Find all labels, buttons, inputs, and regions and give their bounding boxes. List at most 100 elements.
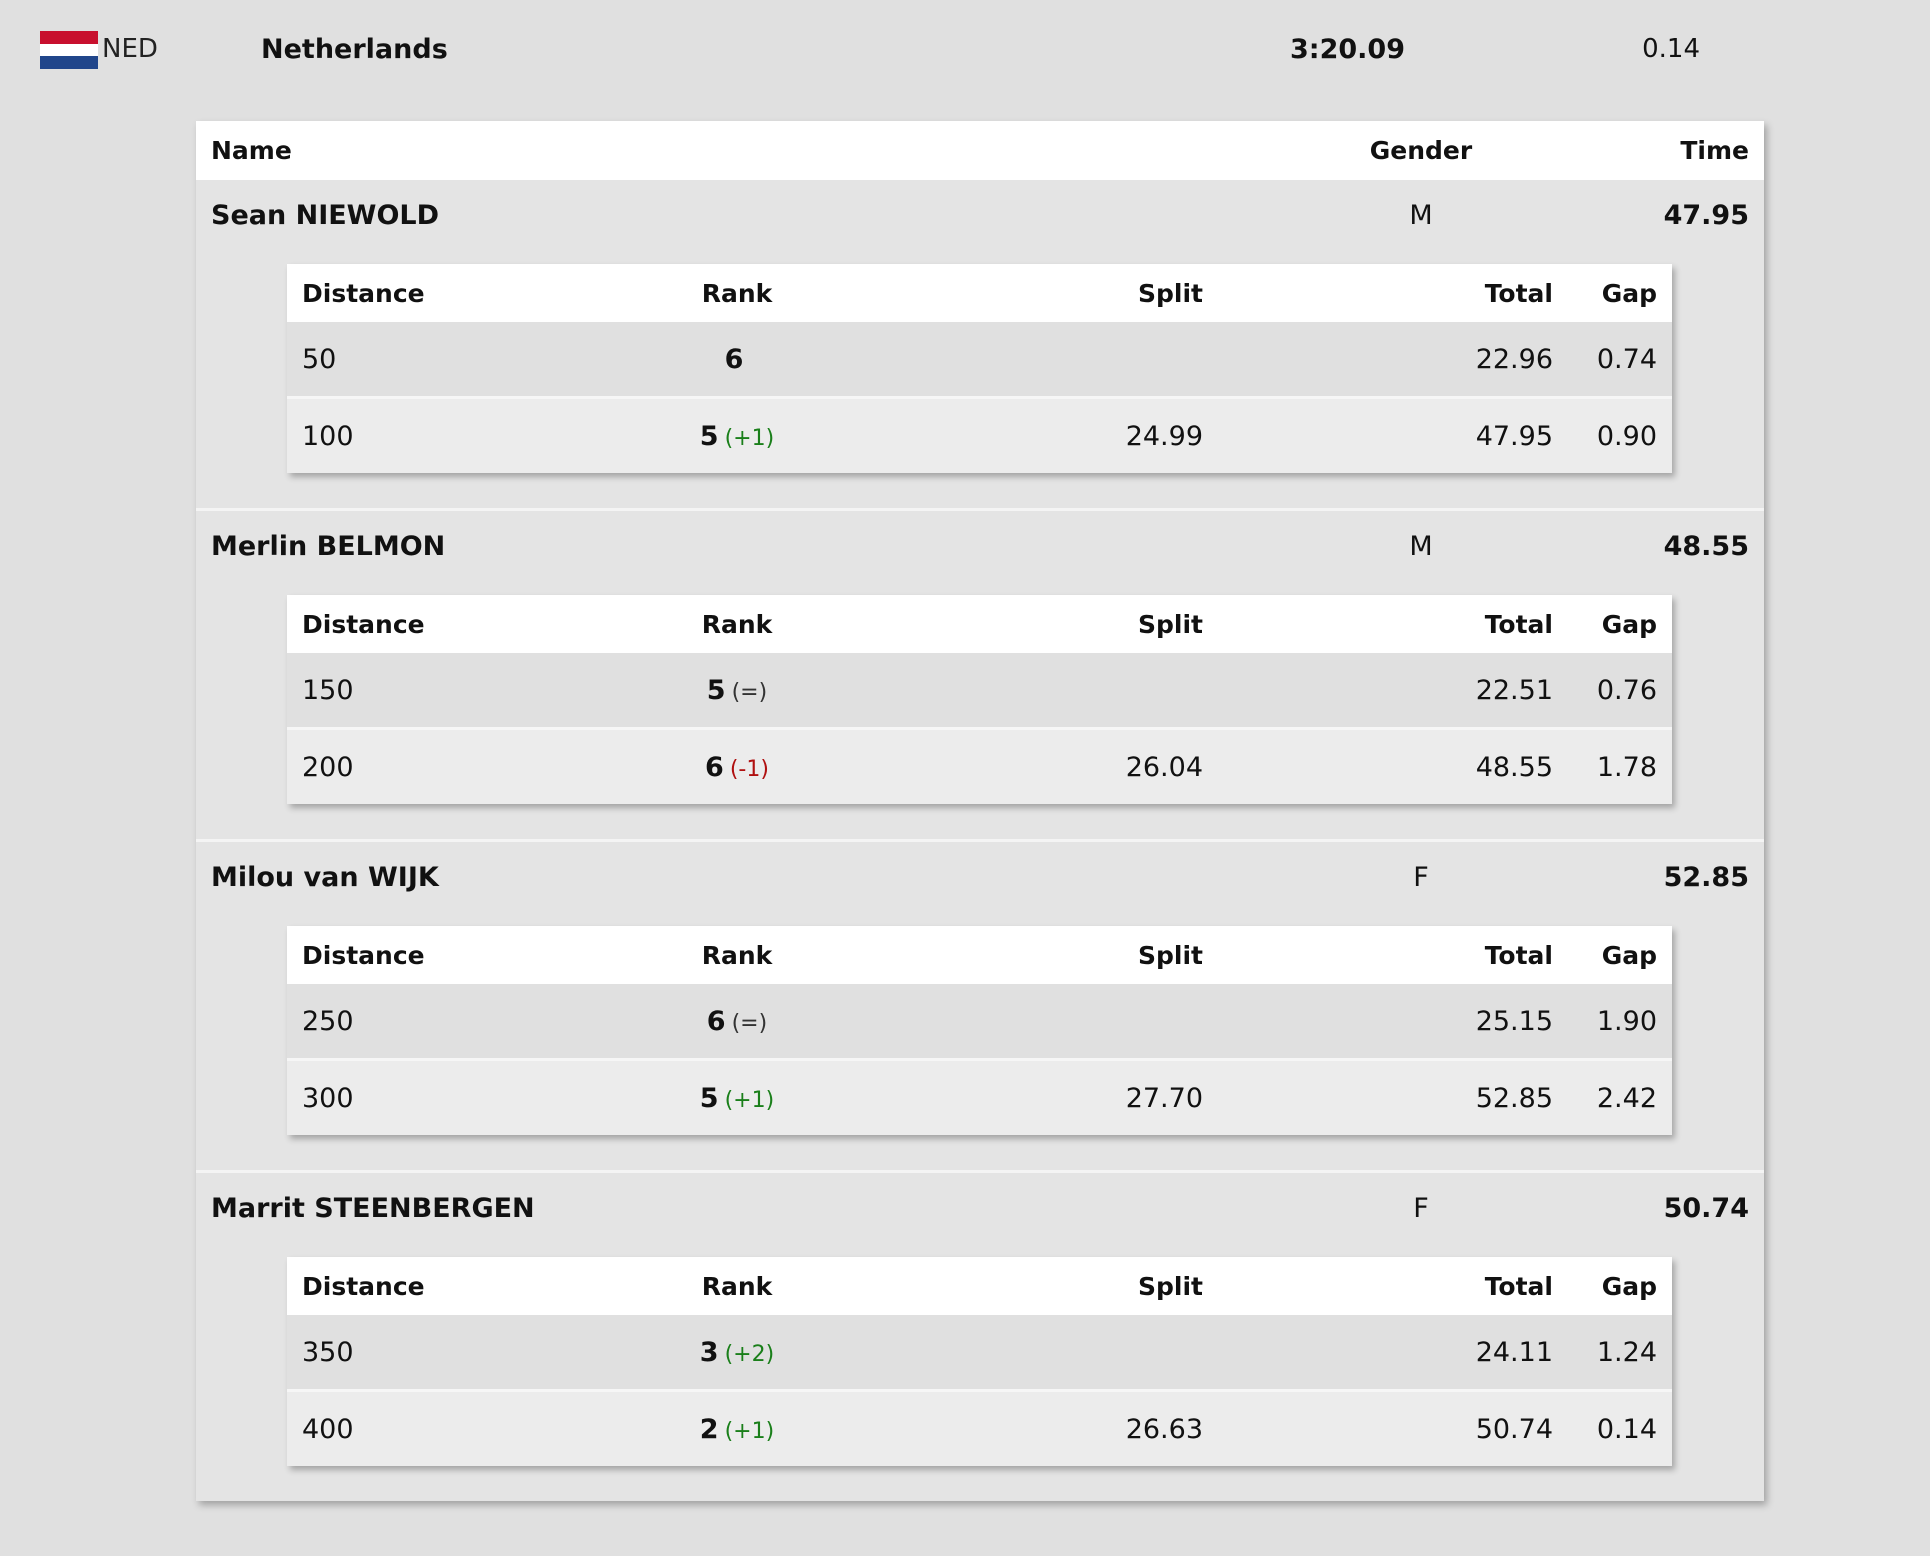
- split-distance: 100: [302, 421, 354, 452]
- rank-number: 5: [699, 1083, 719, 1114]
- split-time: 27.70: [1125, 1083, 1203, 1114]
- split-total: 47.95: [1475, 421, 1553, 452]
- rank-change: (+1): [724, 426, 775, 451]
- team-time: 3:20.09: [1290, 34, 1405, 65]
- split-row: 50 6 22.96 0.74: [287, 322, 1672, 399]
- rank-number: 5: [706, 675, 726, 706]
- rank-number: 6: [705, 752, 724, 783]
- rank-number: 6: [724, 344, 744, 375]
- split-total: 50.74: [1475, 1414, 1553, 1445]
- split-total: 25.15: [1475, 1006, 1553, 1037]
- team-name: Netherlands: [261, 34, 448, 65]
- rank-number: 5: [699, 421, 719, 452]
- split-distance: 50: [302, 344, 337, 375]
- athlete-time: 48.55: [1663, 531, 1749, 562]
- column-header-distance: Distance: [302, 941, 425, 970]
- column-header-rank: Rank: [701, 279, 773, 308]
- split-time: 24.99: [1125, 421, 1203, 452]
- column-header-split: Split: [1138, 279, 1203, 308]
- split-total: 22.51: [1475, 675, 1553, 706]
- splits-table: Distance Rank Split Total Gap 50 6 22.96…: [287, 264, 1672, 473]
- split-distance: 200: [302, 752, 354, 783]
- split-row: 350 3 (+2) 24.11 1.24: [287, 1315, 1672, 1392]
- split-gap: 0.76: [1596, 675, 1657, 706]
- athlete-row: Sean NIEWOLD M 47.95 Distance Rank Split…: [196, 180, 1764, 508]
- column-header-total: Total: [1484, 1272, 1553, 1301]
- split-rank: 6 (-1): [587, 752, 887, 783]
- split-total: 48.55: [1475, 752, 1553, 783]
- column-header-gap: Gap: [1601, 279, 1657, 308]
- athlete-summary: Marrit STEENBERGEN F 50.74: [196, 1173, 1764, 1253]
- split-rank: 6 (=): [587, 1006, 887, 1037]
- split-distance: 150: [302, 675, 354, 706]
- split-total: 52.85: [1475, 1083, 1553, 1114]
- column-header-distance: Distance: [302, 279, 425, 308]
- column-header-rank: Rank: [701, 1272, 773, 1301]
- athlete-row: Merlin BELMON M 48.55 Distance Rank Spli…: [196, 508, 1764, 839]
- split-gap: 0.14: [1596, 1414, 1657, 1445]
- relay-details-card: Name Gender Time Sean NIEWOLD M 47.95 Di…: [196, 121, 1764, 1501]
- rank-number: 2: [699, 1414, 719, 1445]
- splits-table-header: Distance Rank Split Total Gap: [287, 595, 1672, 653]
- split-row: 300 5 (+1) 27.70 52.85 2.42: [287, 1061, 1672, 1135]
- split-distance: 300: [302, 1083, 354, 1114]
- athlete-gender: F: [1413, 862, 1429, 893]
- rank-change: (+1): [724, 1088, 775, 1113]
- splits-table: Distance Rank Split Total Gap 350 3 (+2) …: [287, 1257, 1672, 1466]
- split-total: 22.96: [1475, 344, 1553, 375]
- rank-change: (+1): [724, 1419, 775, 1444]
- athlete-name: Merlin BELMON: [211, 531, 446, 562]
- netherlands-flag-icon: [40, 31, 98, 70]
- athlete-gender: M: [1409, 531, 1433, 562]
- team-code: NED: [102, 34, 158, 64]
- column-header-rank: Rank: [701, 941, 773, 970]
- athlete-time: 47.95: [1663, 200, 1749, 231]
- split-row: 100 5 (+1) 24.99 47.95 0.90: [287, 399, 1672, 473]
- athlete-gender: F: [1413, 1193, 1429, 1224]
- split-row: 250 6 (=) 25.15 1.90: [287, 984, 1672, 1061]
- split-time: 26.63: [1125, 1414, 1203, 1445]
- split-rank: 2 (+1): [587, 1414, 887, 1445]
- split-rank: 5 (+1): [587, 421, 887, 452]
- rank-change: (+2): [724, 1342, 775, 1367]
- split-total: 24.11: [1475, 1337, 1553, 1368]
- column-header-total: Total: [1484, 941, 1553, 970]
- athlete-name: Milou van WIJK: [211, 862, 439, 893]
- split-rank: 6: [587, 344, 887, 375]
- column-header-split: Split: [1138, 1272, 1203, 1301]
- team-header: NED Netherlands 3:20.09 0.14: [0, 0, 1930, 100]
- split-distance: 350: [302, 1337, 354, 1368]
- rank-change: (=): [731, 680, 768, 705]
- column-header-total: Total: [1484, 279, 1553, 308]
- rank-change: (=): [731, 1011, 768, 1036]
- column-header-gender: Gender: [1369, 136, 1473, 165]
- split-gap: 1.24: [1596, 1337, 1657, 1368]
- split-gap: 1.78: [1596, 752, 1657, 783]
- athlete-name: Marrit STEENBERGEN: [211, 1193, 535, 1224]
- splits-table-header: Distance Rank Split Total Gap: [287, 1257, 1672, 1315]
- rank-change: (-1): [729, 757, 769, 782]
- split-time: 26.04: [1125, 752, 1203, 783]
- splits-table-header: Distance Rank Split Total Gap: [287, 926, 1672, 984]
- athlete-row: Milou van WIJK F 52.85 Distance Rank Spl…: [196, 839, 1764, 1170]
- split-rank: 3 (+2): [587, 1337, 887, 1368]
- athlete-gender: M: [1409, 200, 1433, 231]
- split-row: 400 2 (+1) 26.63 50.74 0.14: [287, 1392, 1672, 1466]
- column-header-gap: Gap: [1601, 610, 1657, 639]
- split-distance: 400: [302, 1414, 354, 1445]
- athlete-summary: Sean NIEWOLD M 47.95: [196, 180, 1764, 260]
- column-header-distance: Distance: [302, 610, 425, 639]
- splits-table: Distance Rank Split Total Gap 150 5 (=) 2…: [287, 595, 1672, 804]
- split-gap: 1.90: [1596, 1006, 1657, 1037]
- athlete-name: Sean NIEWOLD: [211, 200, 440, 231]
- rank-number: 6: [706, 1006, 726, 1037]
- splits-table: Distance Rank Split Total Gap 250 6 (=) 2…: [287, 926, 1672, 1135]
- column-header-rank: Rank: [701, 610, 773, 639]
- column-header-split: Split: [1138, 941, 1203, 970]
- column-header-gap: Gap: [1601, 1272, 1657, 1301]
- athlete-time: 50.74: [1663, 1193, 1749, 1224]
- column-header-distance: Distance: [302, 1272, 425, 1301]
- column-header-gap: Gap: [1601, 941, 1657, 970]
- column-header-total: Total: [1484, 610, 1553, 639]
- athlete-summary: Merlin BELMON M 48.55: [196, 511, 1764, 591]
